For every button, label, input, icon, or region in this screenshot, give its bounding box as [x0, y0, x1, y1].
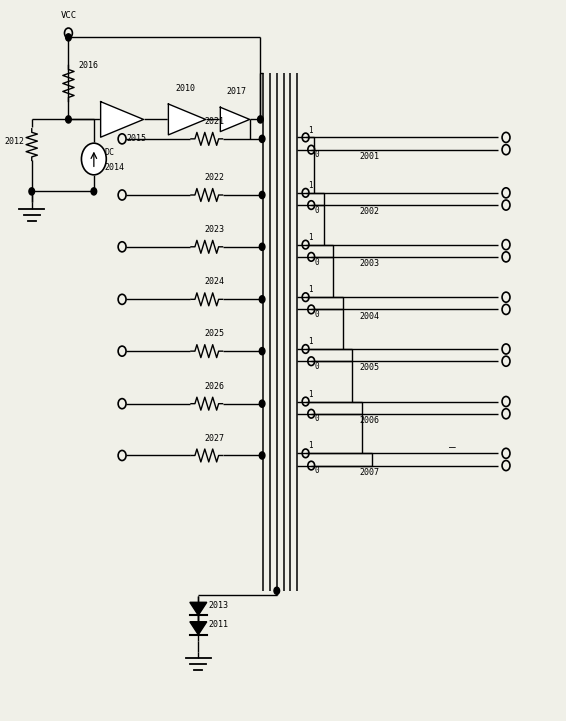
Text: 0: 0 — [314, 205, 319, 215]
Circle shape — [259, 136, 265, 143]
Circle shape — [29, 187, 35, 195]
Text: 2011: 2011 — [208, 620, 229, 629]
Text: 2017: 2017 — [226, 87, 247, 96]
Text: 2024: 2024 — [204, 278, 224, 286]
Text: 2014: 2014 — [104, 163, 124, 172]
Text: 2025: 2025 — [204, 329, 224, 338]
Text: 1: 1 — [308, 233, 313, 242]
Polygon shape — [190, 622, 207, 634]
Text: 2002: 2002 — [359, 207, 379, 216]
Text: 2004: 2004 — [359, 311, 379, 321]
Text: 2005: 2005 — [359, 363, 379, 372]
Circle shape — [66, 116, 71, 123]
Circle shape — [82, 143, 106, 174]
Circle shape — [259, 243, 265, 250]
Text: —: — — [449, 442, 456, 452]
Text: 1: 1 — [308, 125, 313, 135]
Text: 2013: 2013 — [208, 601, 229, 610]
Text: 0: 0 — [314, 151, 319, 159]
Circle shape — [259, 452, 265, 459]
Text: VCC: VCC — [61, 11, 76, 20]
Text: 2012: 2012 — [5, 136, 25, 146]
Circle shape — [259, 400, 265, 407]
Text: 2022: 2022 — [204, 173, 224, 182]
Text: 2023: 2023 — [204, 225, 224, 234]
Text: 2006: 2006 — [359, 416, 379, 425]
Circle shape — [274, 587, 280, 594]
Circle shape — [91, 187, 97, 195]
Text: 2016: 2016 — [79, 61, 98, 71]
Text: 1: 1 — [308, 441, 313, 451]
Text: 0: 0 — [314, 466, 319, 475]
Polygon shape — [190, 602, 207, 615]
Text: 2026: 2026 — [204, 381, 224, 391]
Polygon shape — [168, 104, 205, 135]
Polygon shape — [101, 102, 144, 137]
Text: 1: 1 — [308, 181, 313, 190]
Text: 0: 0 — [314, 415, 319, 423]
Text: 0: 0 — [314, 310, 319, 319]
Text: 2021: 2021 — [204, 117, 224, 126]
Text: 0: 0 — [314, 362, 319, 371]
Text: 2003: 2003 — [359, 259, 379, 268]
Text: 1: 1 — [308, 337, 313, 346]
Text: 2007: 2007 — [359, 468, 379, 477]
Circle shape — [66, 34, 71, 41]
Polygon shape — [220, 107, 250, 132]
Text: 2015: 2015 — [127, 134, 147, 143]
Text: 1: 1 — [308, 286, 313, 294]
Circle shape — [259, 296, 265, 303]
Text: DC: DC — [104, 149, 114, 157]
Text: 2001: 2001 — [359, 152, 379, 161]
Text: 1: 1 — [308, 389, 313, 399]
Circle shape — [259, 348, 265, 355]
Text: 2010: 2010 — [175, 84, 196, 92]
Text: 2027: 2027 — [204, 433, 224, 443]
Circle shape — [259, 191, 265, 198]
Circle shape — [258, 116, 263, 123]
Text: 0: 0 — [314, 257, 319, 267]
